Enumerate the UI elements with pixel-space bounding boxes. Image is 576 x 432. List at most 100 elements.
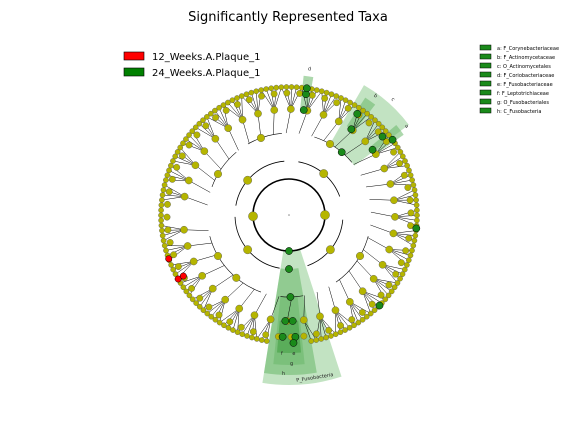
clade-legend-label-g: g: O_Fusobacteriales: [497, 100, 549, 106]
branch-family-19: [370, 211, 396, 218]
wedge-label-h: h: [282, 371, 285, 377]
leaf-node-71: [268, 85, 275, 92]
family-node-20: [389, 229, 398, 238]
genus-node-50: [215, 311, 223, 319]
genus-node-51: [205, 303, 213, 311]
branch-family-9: [285, 108, 292, 134]
class-node-1: [319, 169, 329, 179]
leaf-node-84: [333, 93, 340, 99]
leaf-node-62: [225, 99, 231, 106]
genus-node-22: [374, 128, 382, 136]
clade-legend-label-e: e: F_Fusobacteriaceae: [497, 82, 553, 88]
ring-arc-8: [314, 136, 353, 163]
genus-node-56: [170, 251, 178, 259]
branch-family-35: [202, 265, 225, 277]
branch-family-1: [188, 180, 211, 193]
leaf-node-60: [216, 104, 222, 111]
branch-leaf-24-4: [362, 291, 371, 314]
family-node-14: [361, 137, 370, 146]
leaf-node-54: [192, 124, 199, 131]
clade-legend-swatch-d: [479, 71, 492, 78]
leaf-node-85: [338, 95, 344, 101]
family-node-34: [208, 284, 217, 293]
leaf-node-82: [323, 89, 330, 96]
leaf-node-17: [189, 296, 196, 303]
family-node-17: [386, 180, 395, 188]
leaf-node-88: [351, 102, 358, 108]
family-node-28: [299, 316, 308, 324]
leaf-node-110: [412, 192, 419, 198]
leaf-node-93: [372, 117, 378, 123]
leaf-node-101: [397, 149, 404, 155]
leaf-node-97: [386, 132, 392, 138]
biomarker-node-12-weeks-2: [165, 255, 173, 263]
biomarker-node-24-weeks-14: [299, 106, 308, 114]
branch-leaf-38-0: [163, 229, 185, 241]
leaf-node-91: [364, 110, 370, 117]
leaf-node-16: [193, 300, 199, 306]
genus-node-52: [196, 294, 204, 302]
leaf-node-40: [160, 187, 167, 193]
order-node-3: [356, 251, 365, 260]
family-node-4: [211, 134, 220, 143]
leaf-node-142: [342, 327, 348, 333]
genus-node-27: [404, 184, 412, 191]
leaf-node-19: [183, 288, 190, 295]
biomarker-node-24-weeks-2: [286, 293, 295, 301]
leaf-node-5: [239, 331, 246, 337]
branch-leaf-22-3: [382, 264, 398, 284]
branch-family-6: [242, 119, 250, 144]
branch-family-25: [339, 279, 351, 302]
leaf-node-32: [159, 227, 165, 234]
branch-family-10: [298, 110, 308, 134]
taxon-nodes: [158, 84, 421, 347]
leaf-node-70: [263, 86, 269, 92]
leaf-node-24: [170, 266, 177, 273]
branch-leaf-14-0: [365, 120, 376, 142]
clade-legend-swatch-a: [479, 44, 492, 51]
genus-node-36: [377, 291, 385, 299]
branch-leaf-33-0: [219, 299, 226, 323]
wedge-label-e: e: [292, 351, 295, 357]
wedge-label-g: g: [290, 361, 293, 367]
family-node-1: [184, 176, 193, 185]
leaf-node-148: [313, 337, 320, 343]
wedge-labels: a b c d e f g h P_Fusobacteria: [281, 66, 410, 384]
branch-leaf-20-0: [393, 230, 417, 234]
leaf-node-111: [413, 197, 419, 203]
leaf-node-34: [158, 217, 164, 224]
leaf-node-33: [158, 222, 165, 229]
genus-node-58: [164, 226, 172, 234]
branch-leaf-16-0: [384, 151, 401, 169]
leaf-node-136: [367, 310, 374, 317]
leaf-node-149: [308, 338, 315, 344]
leaf-node-37: [158, 202, 165, 208]
clade-legend-swatch-f: [479, 89, 492, 96]
wedge-label-f: f: [281, 351, 283, 357]
leaf-node-124: [404, 262, 410, 268]
leaf-node-1: [258, 337, 265, 343]
family-node-6: [238, 115, 247, 124]
leaf-node-112: [413, 202, 420, 208]
branch-leaf-4-3: [206, 116, 216, 139]
family-node-26: [331, 306, 340, 315]
genus-node-11: [245, 96, 253, 104]
genus-node-32: [402, 247, 410, 255]
genus-node-35: [385, 281, 393, 289]
leaf-node-48: [174, 149, 181, 155]
genus-node-47: [249, 328, 257, 336]
leaf-node-25: [168, 262, 174, 268]
family-node-24: [358, 287, 367, 296]
branch-family-29: [286, 296, 293, 322]
leaf-node-90: [360, 107, 366, 114]
leaf-node-75: [288, 84, 295, 90]
leaf-node-144: [332, 331, 339, 337]
order-node-0: [213, 169, 222, 178]
leaf-node-52: [186, 132, 192, 138]
ring-arc-6: [211, 151, 237, 188]
ring-arc-3: [234, 216, 280, 269]
leaf-node-42: [163, 177, 169, 183]
branch-family-15: [353, 153, 376, 165]
leaf-node-44: [166, 167, 172, 174]
genus-node-40: [337, 322, 344, 329]
